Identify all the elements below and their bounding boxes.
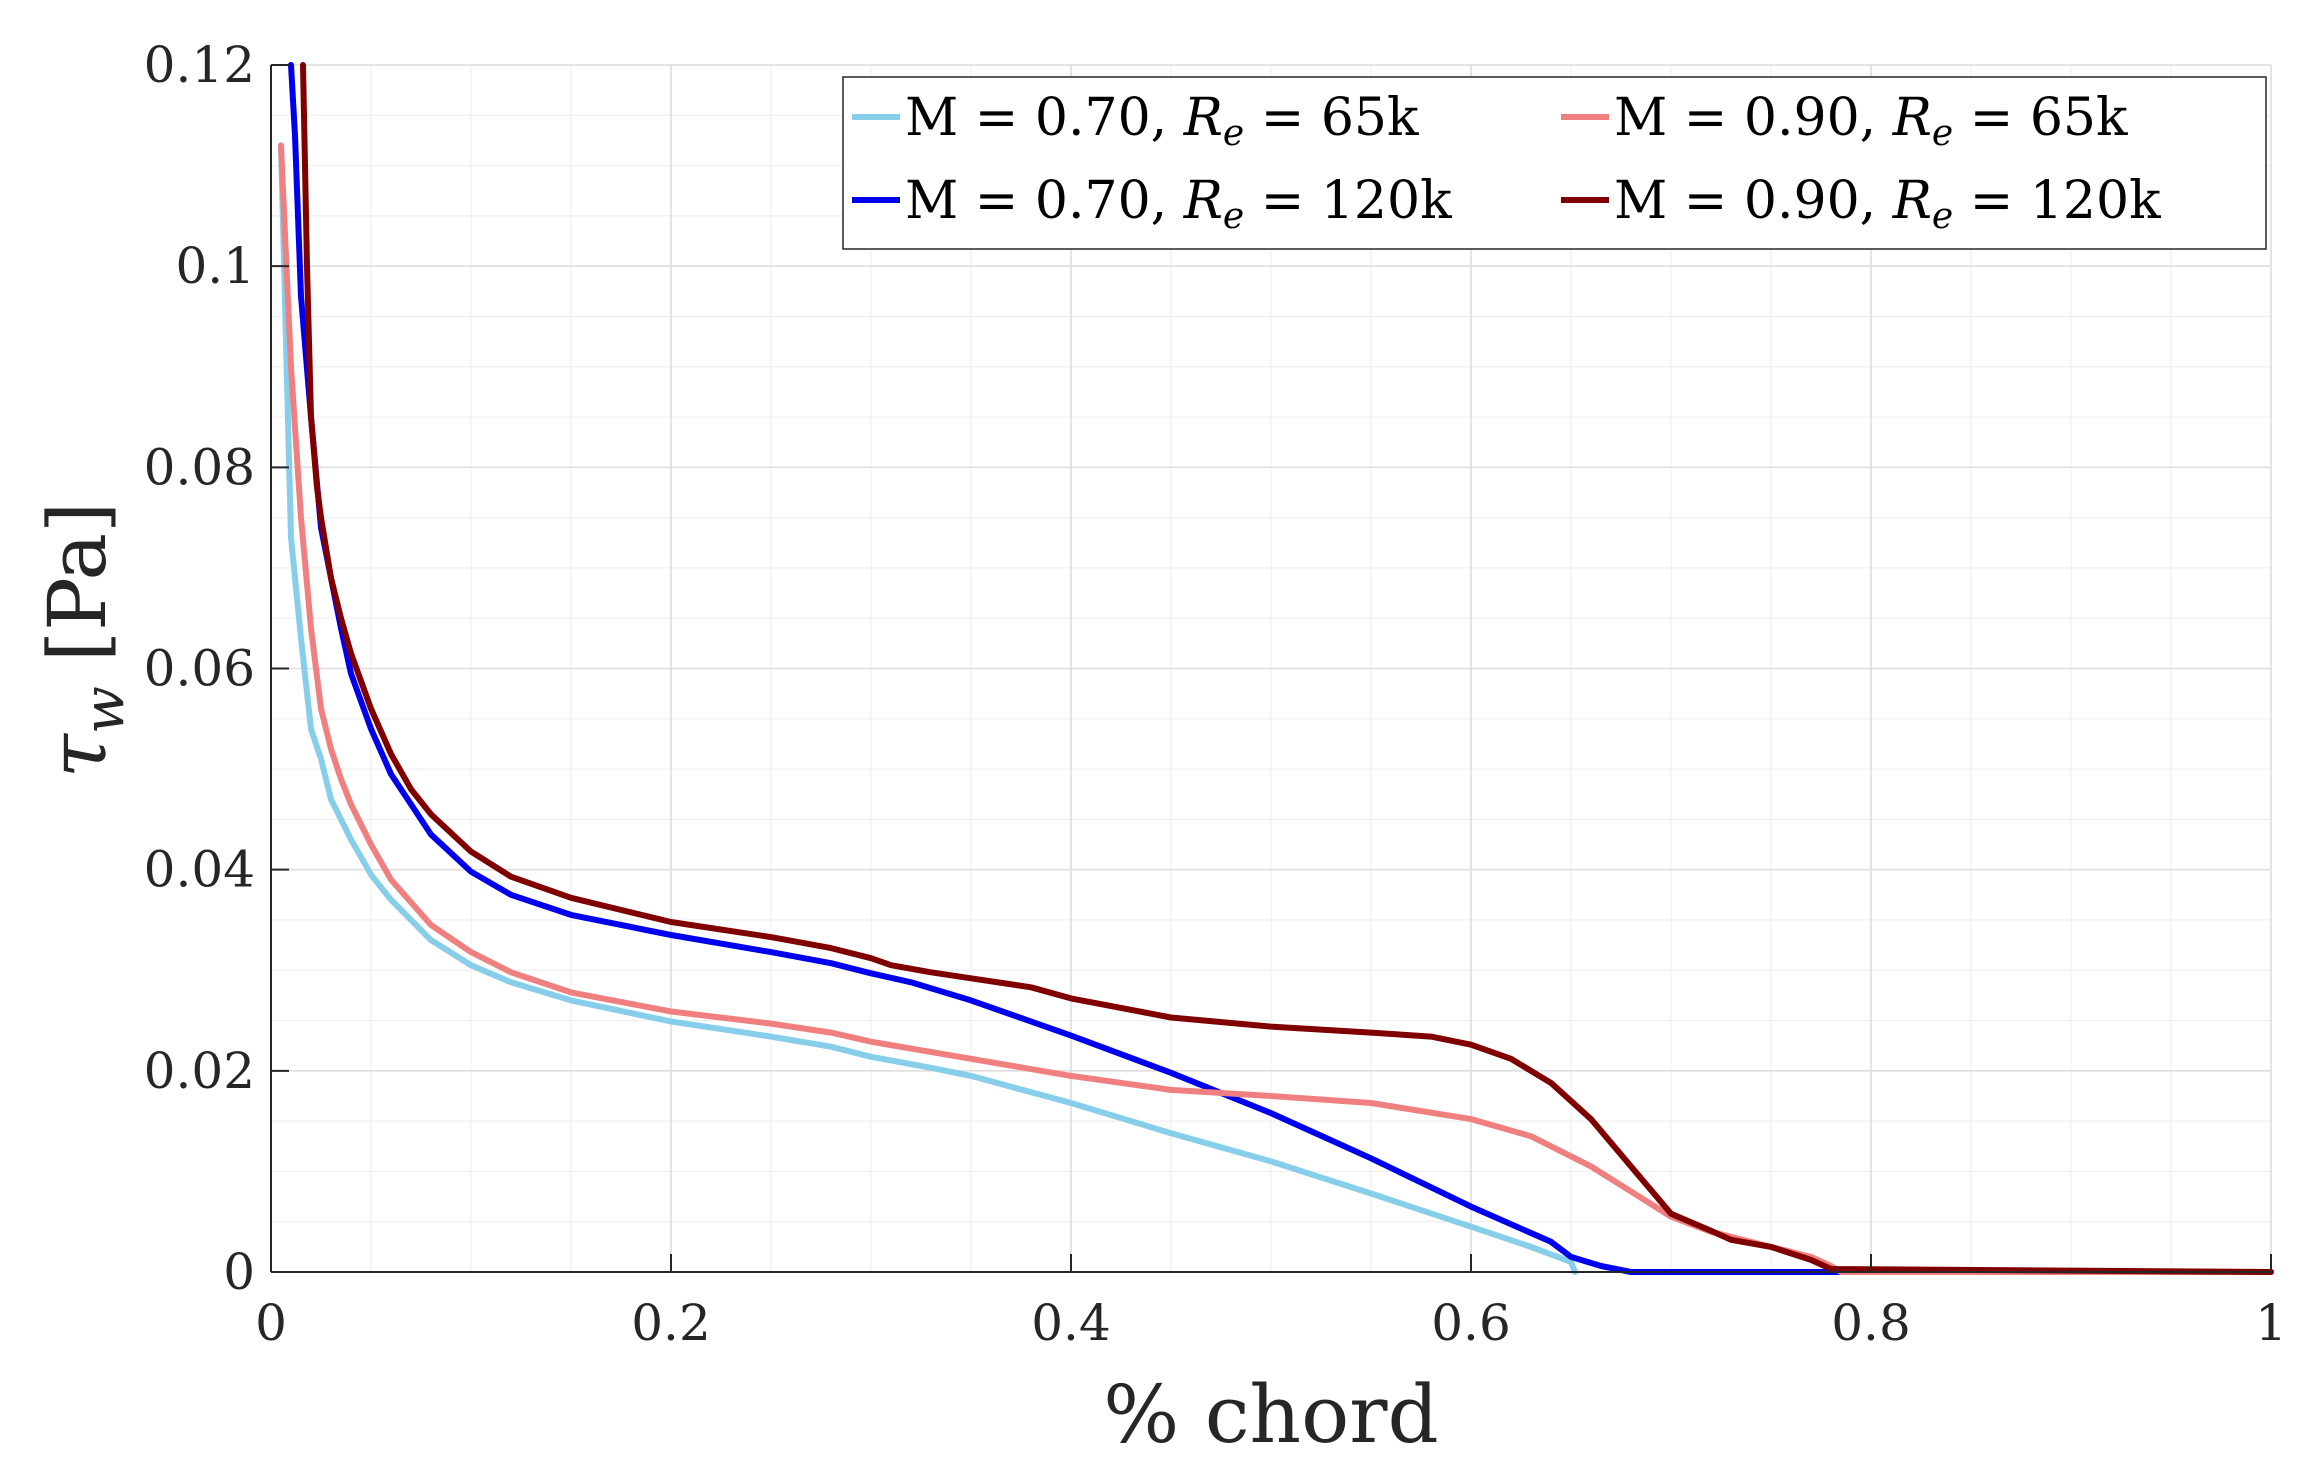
series-layer [278, 62, 2274, 1275]
y-tick-label: 0 [223, 1243, 255, 1301]
y-tick-label: 0.04 [144, 841, 255, 899]
y-tick-label: 0.08 [144, 438, 255, 496]
y-tick-label: 0.02 [144, 1042, 255, 1100]
x-axis-title: % chord [1103, 1368, 1438, 1461]
x-axis-ticks: 0 0.2 0.4 0.6 0.8 1 [255, 1254, 2287, 1352]
y-tick-label: 0.1 [175, 237, 255, 295]
y-axis-symbol: τ [31, 732, 124, 778]
legend: M = 0.70, Re = 65k M = 0.70, Re = 120k M =… [842, 76, 2267, 250]
legend-label-4: M = 0.90, Re = 120k [1614, 171, 2161, 237]
legend-label-3: M = 0.90, Re = 65k [1614, 88, 2128, 154]
legend-box [842, 76, 2267, 250]
x-tick-label: 0.4 [1031, 1294, 1111, 1352]
y-axis-unit: [Pa] [31, 502, 124, 662]
x-tick-label: 0.8 [1831, 1294, 1911, 1352]
y-axis-subscript: w [72, 686, 137, 734]
x-tick-label: 0.2 [631, 1294, 711, 1352]
x-tick-label: 0.6 [1431, 1294, 1511, 1352]
legend-label-2: M = 0.70, Re = 120k [905, 171, 1452, 237]
y-tick-label: 0.06 [144, 640, 255, 698]
x-tick-label: 1 [2255, 1294, 2287, 1352]
x-tick-label: 0 [255, 1294, 287, 1352]
legend-label-1: M = 0.70, Re = 65k [905, 88, 1419, 154]
series-line-1 [278, 142, 1578, 1275]
y-axis-ticks: 0 0.02 0.04 0.06 0.08 0.1 0.12 [144, 36, 289, 1301]
y-axis-title: τw [Pa] [31, 502, 137, 779]
series-line-4 [300, 62, 2274, 1275]
y-tick-label: 0.12 [144, 36, 255, 94]
